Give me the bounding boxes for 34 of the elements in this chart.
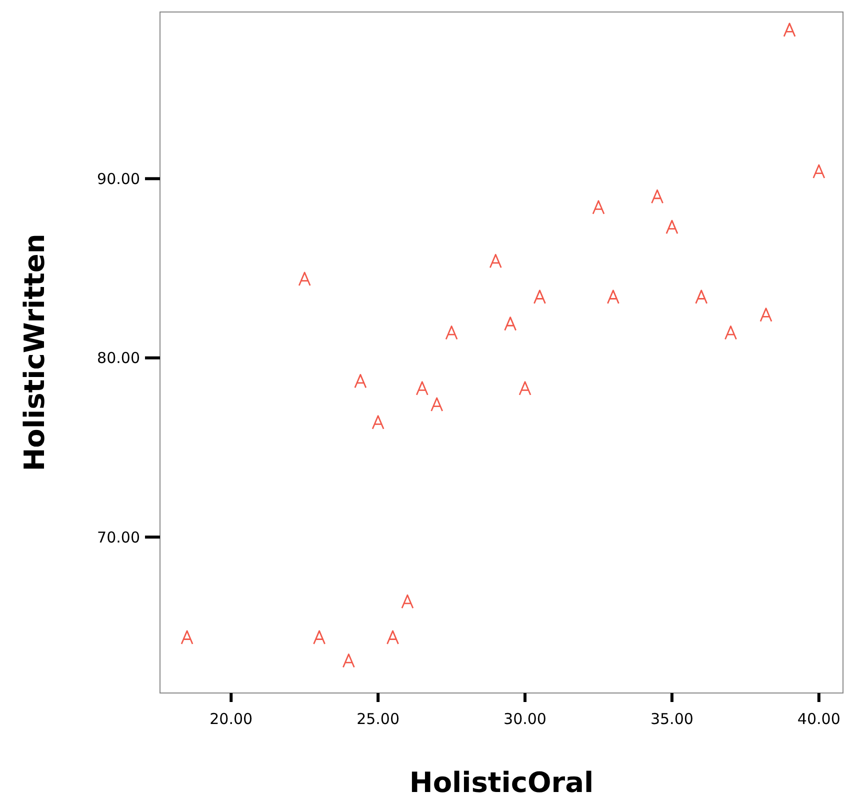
point — [651, 189, 664, 204]
point — [445, 326, 458, 340]
point — [372, 415, 384, 430]
x-tick-label: 30.00 — [504, 710, 546, 728]
point — [518, 381, 532, 396]
point — [313, 630, 326, 645]
x-axis-title: HolisticOral — [409, 766, 594, 798]
point — [430, 397, 444, 412]
x-tick-label: 20.00 — [210, 710, 253, 728]
y-axis-title: HolisticWritten — [18, 234, 51, 472]
point — [489, 254, 502, 268]
point — [695, 290, 708, 304]
point — [180, 630, 194, 645]
point — [606, 290, 620, 304]
point — [812, 164, 826, 179]
point — [783, 22, 796, 38]
point — [298, 272, 311, 286]
point — [592, 200, 605, 215]
x-tick-label: 40.00 — [797, 710, 840, 728]
point — [724, 326, 737, 340]
point — [504, 316, 517, 332]
point — [401, 594, 414, 609]
y-tick-label: 90.00 — [97, 170, 140, 188]
y-tick-label: 70.00 — [97, 528, 140, 546]
y-tick-label: 80.00 — [97, 349, 140, 368]
point — [416, 381, 428, 396]
point — [760, 308, 772, 322]
point — [354, 374, 367, 388]
point — [666, 220, 678, 234]
point — [342, 654, 355, 668]
x-tick-label: 25.00 — [356, 710, 400, 728]
x-tick-label: 35.00 — [650, 710, 694, 728]
point — [534, 290, 546, 304]
point — [386, 630, 399, 645]
